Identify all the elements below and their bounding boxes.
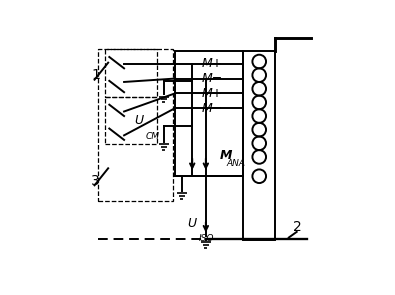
Text: 1: 1 <box>91 68 100 82</box>
Bar <box>175 51 243 176</box>
Text: 3: 3 <box>91 174 100 188</box>
Text: M+: M+ <box>202 57 223 70</box>
Text: M+: M+ <box>202 87 223 100</box>
Text: M−: M− <box>202 72 223 85</box>
Text: M−: M− <box>202 101 223 114</box>
Text: M: M <box>220 149 232 162</box>
Text: $U$: $U$ <box>134 114 145 127</box>
Text: 2: 2 <box>293 220 302 234</box>
Text: CM: CM <box>146 132 160 141</box>
Text: ANA: ANA <box>227 159 246 168</box>
Bar <box>105 49 157 97</box>
Bar <box>105 97 157 145</box>
Bar <box>98 49 173 201</box>
Bar <box>243 51 275 240</box>
Text: ISO: ISO <box>199 234 214 243</box>
Text: $U$: $U$ <box>187 217 198 230</box>
